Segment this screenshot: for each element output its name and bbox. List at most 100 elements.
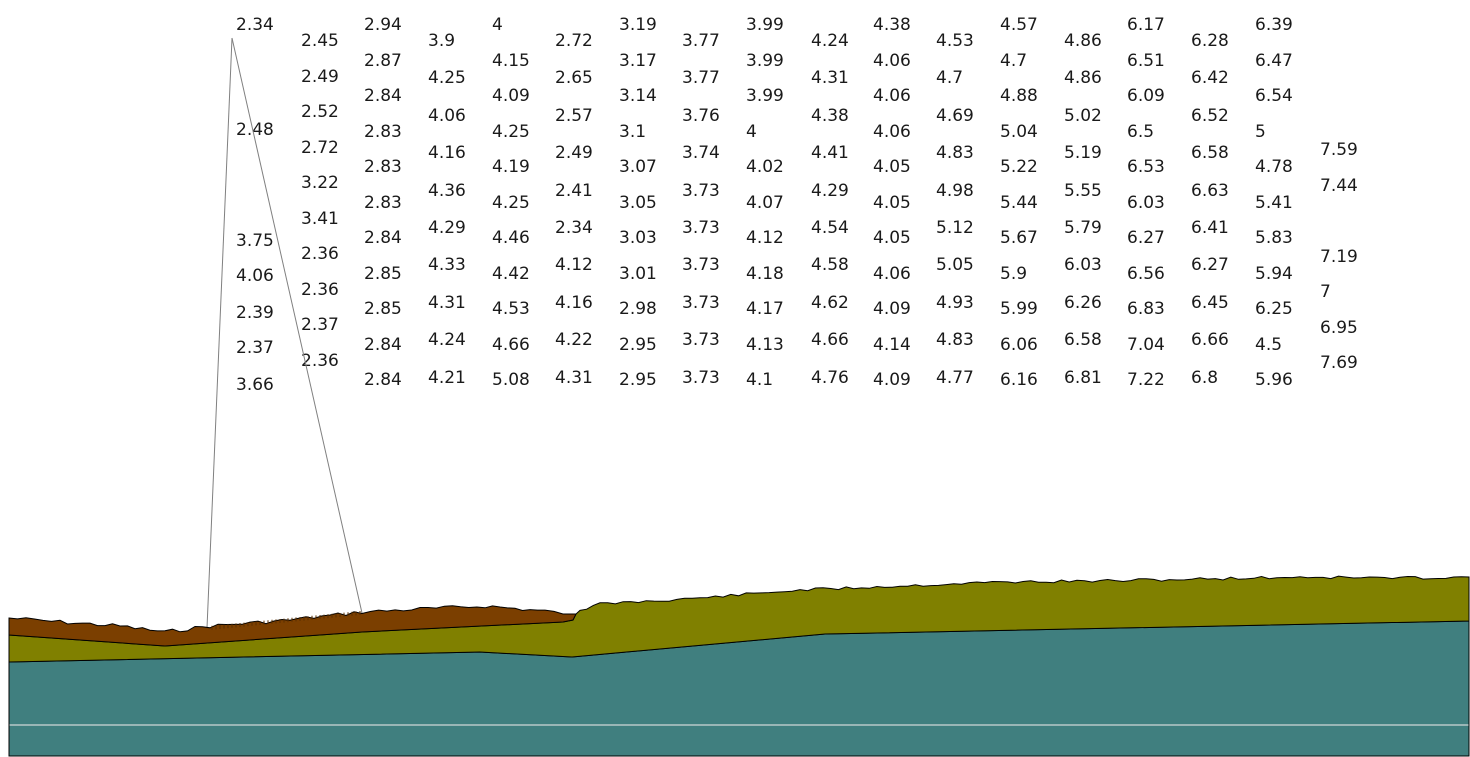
- elevation-value: 2.37: [236, 338, 274, 358]
- elevation-value: 4.46: [492, 228, 530, 248]
- leader-line: [206, 37, 233, 629]
- elevation-value: 4.38: [873, 15, 911, 35]
- elevation-value: 6.52: [1191, 106, 1229, 126]
- elevation-value: 3.73: [682, 181, 720, 201]
- elevation-value: 4.17: [746, 299, 784, 319]
- elevation-value: 4.77: [936, 368, 974, 388]
- elevation-value: 6.66: [1191, 330, 1229, 350]
- elevation-value: 4.54: [811, 218, 849, 238]
- elevation-value: 7.59: [1320, 140, 1358, 160]
- elevation-value: 2.87: [364, 51, 402, 71]
- elevation-value: 2.48: [236, 120, 274, 140]
- elevation-value: 4.06: [873, 264, 911, 284]
- elevation-value: 4.31: [811, 68, 849, 88]
- elevation-value: 2.83: [364, 157, 402, 177]
- elevation-value: 3.73: [682, 255, 720, 275]
- elevation-value: 4.09: [873, 299, 911, 319]
- elevation-value: 6.47: [1255, 51, 1293, 71]
- elevation-value: 3.74: [682, 143, 720, 163]
- elevation-value: 5.05: [936, 255, 974, 275]
- elevation-value: 5.12: [936, 218, 974, 238]
- elevation-value: 2.36: [301, 280, 339, 300]
- elevation-value: 4: [492, 15, 503, 35]
- elevation-value: 6.42: [1191, 68, 1229, 88]
- elevation-value: 2.95: [619, 335, 657, 355]
- elevation-value: 2.36: [301, 244, 339, 264]
- elevation-value: 4.76: [811, 368, 849, 388]
- elevation-value: 5.02: [1064, 106, 1102, 126]
- elevation-value: 2.84: [364, 370, 402, 390]
- elevation-value: 2.37: [301, 315, 339, 335]
- elevation-value: 2.83: [364, 122, 402, 142]
- elevation-value: 4.38: [811, 106, 849, 126]
- elevation-value: 4.21: [428, 368, 466, 388]
- elevation-value: 4.29: [811, 181, 849, 201]
- elevation-value: 4.05: [873, 228, 911, 248]
- elevation-value: 2.84: [364, 335, 402, 355]
- elevation-value: 4.15: [492, 51, 530, 71]
- elevation-value: 4.42: [492, 264, 530, 284]
- elevation-value: 4: [746, 122, 757, 142]
- elevation-value: 6.09: [1127, 86, 1165, 106]
- elevation-value: 2.34: [555, 218, 593, 238]
- elevation-value: 3.1: [619, 122, 646, 142]
- elevation-value: 7.22: [1127, 370, 1165, 390]
- leader-line: [231, 37, 363, 614]
- middle-layer: [8, 575, 1470, 663]
- elevation-value: 4.88: [1000, 86, 1038, 106]
- elevation-value: 4.62: [811, 293, 849, 313]
- elevation-value: 2.72: [301, 138, 339, 158]
- elevation-value: 6.83: [1127, 299, 1165, 319]
- elevation-value: 4.7: [936, 68, 963, 88]
- elevation-value: 4.19: [492, 157, 530, 177]
- elevation-value: 3.73: [682, 218, 720, 238]
- elevation-value: 3.14: [619, 86, 657, 106]
- elevation-value: 2.94: [364, 15, 402, 35]
- elevation-value: 4.31: [555, 368, 593, 388]
- elevation-value: 2.83: [364, 193, 402, 213]
- elevation-value: 6.16: [1000, 370, 1038, 390]
- elevation-value: 6.39: [1255, 15, 1293, 35]
- elevation-value: 4.58: [811, 255, 849, 275]
- elevation-value: 3.99: [746, 51, 784, 71]
- elevation-value: 2.85: [364, 264, 402, 284]
- elevation-value: 4.33: [428, 255, 466, 275]
- elevation-value: 4.25: [492, 193, 530, 213]
- elevation-value: 5.19: [1064, 143, 1102, 163]
- elevation-value: 3.73: [682, 368, 720, 388]
- elevation-value: 4.1: [746, 370, 773, 390]
- elevation-value: 4.66: [492, 335, 530, 355]
- elevation-value: 6.54: [1255, 86, 1293, 106]
- elevation-value: 4.05: [873, 157, 911, 177]
- elevation-value: 4.29: [428, 218, 466, 238]
- elevation-value: 2.98: [619, 299, 657, 319]
- elevation-value: 3.07: [619, 157, 657, 177]
- soil-profile: [8, 575, 1470, 757]
- elevation-value: 6.26: [1064, 293, 1102, 313]
- elevation-value: 4.57: [1000, 15, 1038, 35]
- elevation-value: 2.84: [364, 86, 402, 106]
- elevation-value: 4.16: [428, 143, 466, 163]
- elevation-value: 4.24: [428, 330, 466, 350]
- elevation-value: 5.08: [492, 370, 530, 390]
- elevation-value: 4.14: [873, 335, 911, 355]
- elevation-value: 3.73: [682, 330, 720, 350]
- elevation-value: 6.81: [1064, 368, 1102, 388]
- elevation-value: 4.12: [555, 255, 593, 275]
- elevation-value: 6.45: [1191, 293, 1229, 313]
- top-layer: [8, 605, 577, 647]
- elevation-value: 3.05: [619, 193, 657, 213]
- elevation-value: 2.49: [555, 143, 593, 163]
- elevation-value: 4.78: [1255, 157, 1293, 177]
- elevation-value: 4.93: [936, 293, 974, 313]
- elevation-value: 4.22: [555, 330, 593, 350]
- elevation-value: 3.19: [619, 15, 657, 35]
- elevation-value: 4.83: [936, 330, 974, 350]
- elevation-value: 4.16: [555, 293, 593, 313]
- elevation-value: 2.36: [301, 351, 339, 371]
- elevation-value: 5.83: [1255, 228, 1293, 248]
- hatched-strip: [211, 611, 361, 630]
- elevation-value: 6.63: [1191, 181, 1229, 201]
- elevation-value: 3.76: [682, 106, 720, 126]
